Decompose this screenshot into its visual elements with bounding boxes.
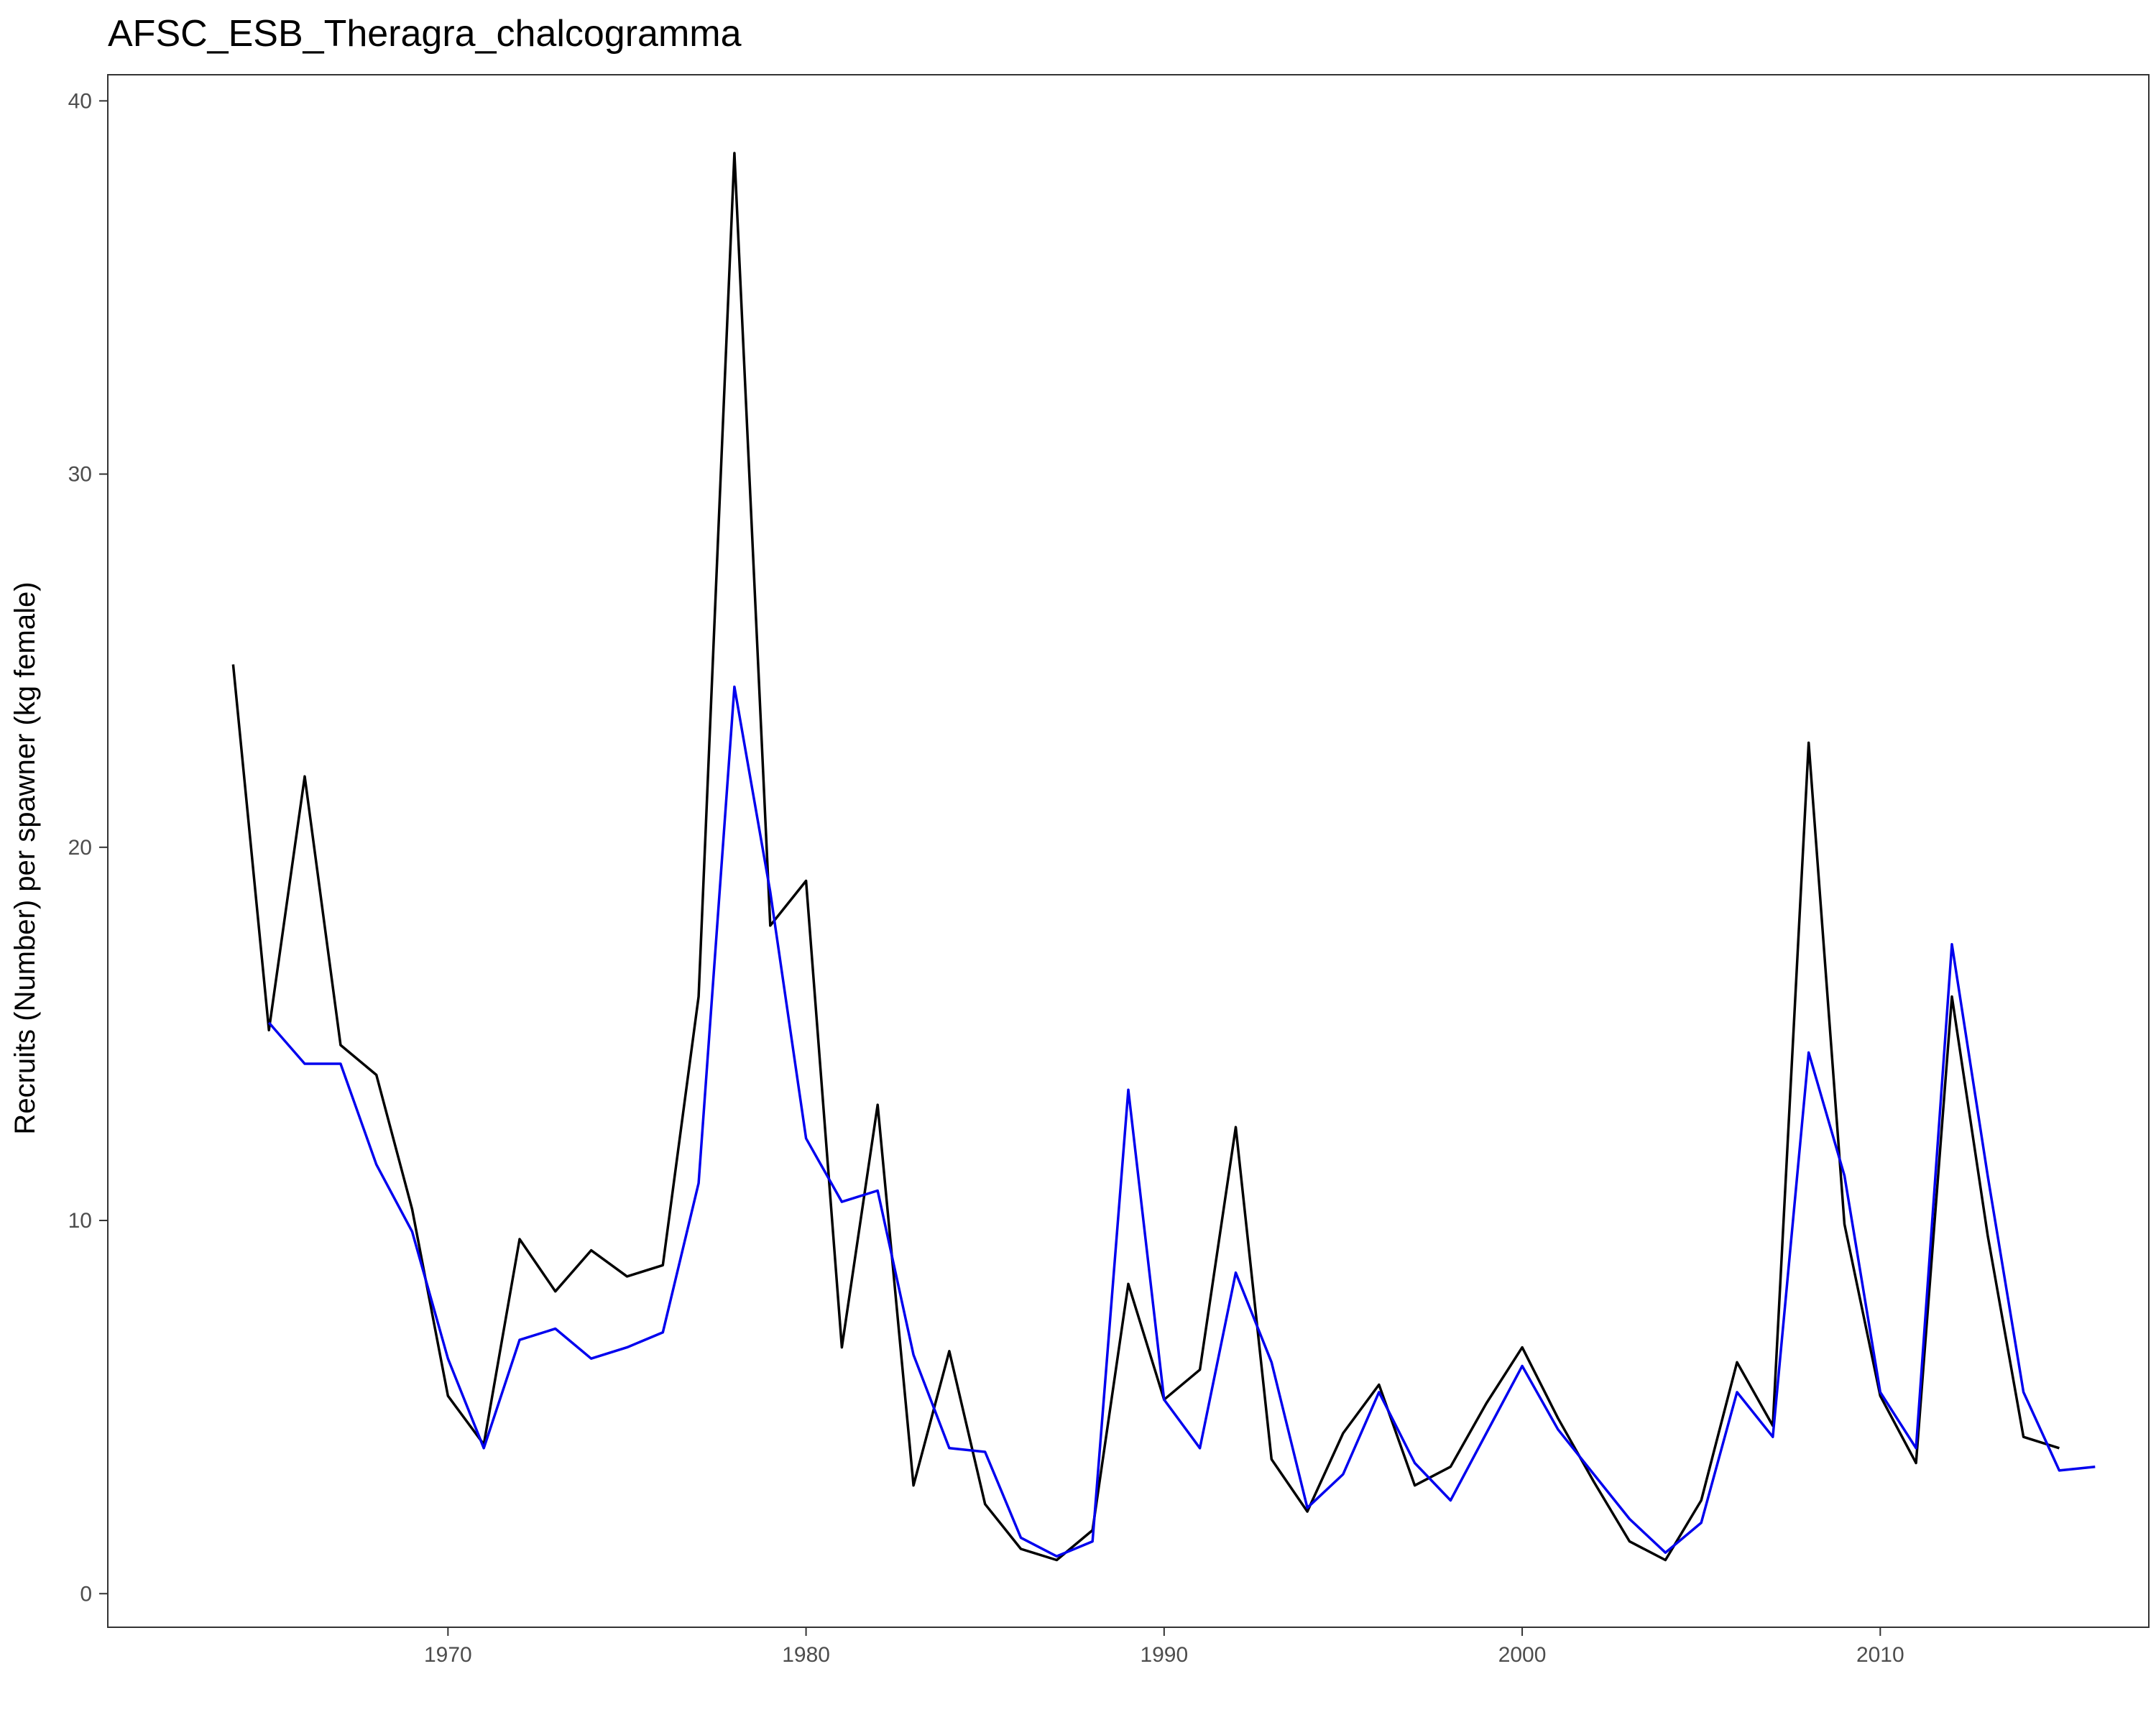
y-tick-label: 40 [68,89,92,113]
x-tick-label: 1980 [782,1643,830,1667]
y-tick-label: 10 [68,1209,92,1233]
plot-panel-border [107,74,2150,1628]
ticks-layer: 0 10 20 30 40 1970 1980 1990 2000 2010 [68,89,1904,1667]
x-tick-label: 2000 [1498,1643,1547,1667]
y-axis-title: Recruits (Number) per spawner (kg female… [9,581,41,1134]
y-tick-label: 30 [68,463,92,487]
x-tick-label: 1990 [1140,1643,1188,1667]
x-tick-label: 2010 [1856,1643,1904,1667]
series-line-1 [231,152,2060,1562]
y-tick-label: 0 [80,1582,92,1606]
series-layer [231,152,2096,1562]
series-line-2 [267,685,2096,1558]
chart-title: AFSC_ESB_Theragra_chalcogramma [108,13,742,55]
x-tick-label: 1970 [424,1643,472,1667]
y-tick-label: 20 [68,836,92,860]
